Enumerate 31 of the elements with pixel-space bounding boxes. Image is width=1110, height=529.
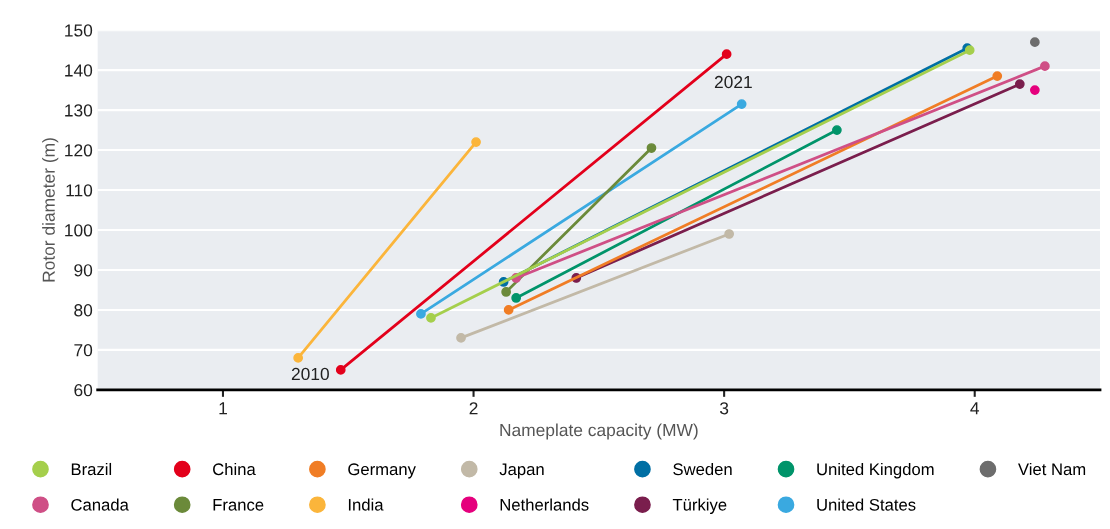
legend-label: Netherlands	[500, 498, 589, 511]
x-axis-title: Nameplate capacity (MW)	[500, 423, 698, 440]
y-tick-label: 90	[74, 264, 93, 277]
legend-label: India	[348, 498, 384, 511]
legend-label: United States	[817, 498, 916, 511]
legend-label: Germany	[348, 463, 416, 479]
legend-label: Türkiye	[672, 498, 727, 514]
legend-label: China	[213, 462, 256, 476]
y-tick-label: 80	[74, 304, 93, 317]
x-tick-label: 4	[970, 402, 980, 415]
annotation: 2021	[714, 75, 752, 89]
legend-label: France	[213, 499, 264, 511]
x-tick-label: 2	[469, 402, 478, 415]
legend-label: United Kingdom	[817, 462, 934, 479]
y-tick-label: 100	[65, 224, 93, 237]
legend-label: Japan	[499, 463, 544, 479]
y-tick-label: 150	[65, 24, 93, 37]
y-tick-label: 140	[65, 64, 93, 77]
y-tick-label: 70	[74, 344, 93, 357]
y-tick-label: 110	[66, 184, 93, 197]
y-tick-label: 120	[65, 144, 93, 157]
y-axis-title: Rotor diameter (m)	[42, 138, 59, 282]
x-tick-label: 1	[219, 402, 227, 415]
y-tick-label: 130	[65, 104, 93, 117]
legend-label: Brazil	[71, 462, 112, 476]
legend-label: Sweden	[673, 462, 732, 476]
legend-label: Canada	[71, 498, 129, 511]
legend-label: Viet Nam	[1018, 462, 1086, 476]
annotation: 2010	[291, 367, 329, 381]
x-tick-label: 3	[719, 402, 729, 415]
y-tick-label: 60	[74, 384, 93, 397]
